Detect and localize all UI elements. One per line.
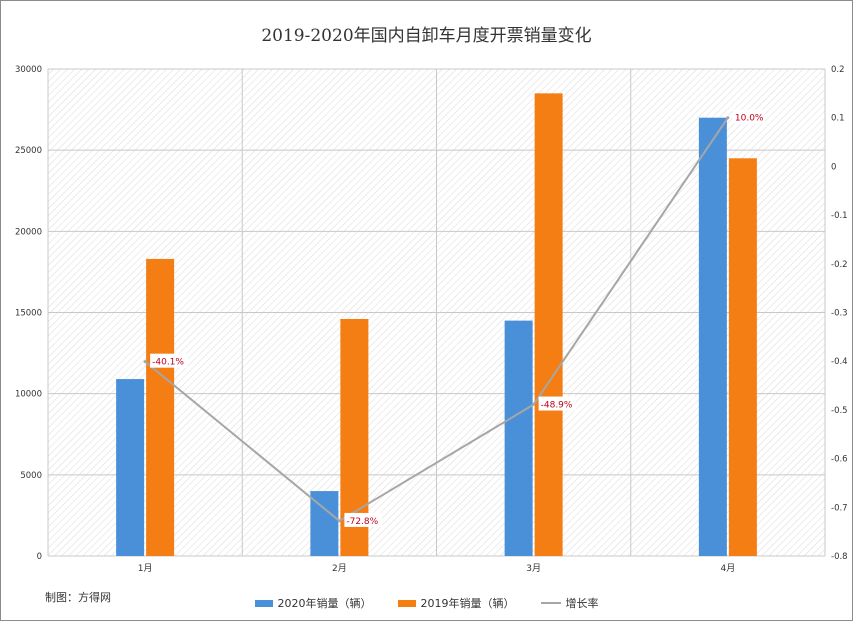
y-left-tick-label: 5000 [20,471,42,481]
y-right-tick-label: -0.6 [831,455,848,465]
legend-label-growth: 增长率 [565,597,599,610]
credit-note: 制图：方得网 [45,591,111,604]
bar-2020 [504,320,533,556]
legend-label-2020: 2020年销量（辆） [277,597,372,610]
data-label-text: -40.1% [152,358,184,368]
data-label: -48.9% [538,396,577,411]
x-tick-label: 2月 [332,563,347,574]
x-tick-label: 4月 [721,563,736,574]
legend-swatch-2020 [254,599,273,607]
y-left-tick-label: 20000 [15,227,42,237]
y-left-tick-label: 10000 [15,390,42,400]
bar-2019 [728,158,757,557]
chart-title: 2019-2020年国内自卸车月度开票销量变化 [261,26,592,46]
bar-2020 [116,379,145,556]
data-label: 10.0% [732,109,765,124]
y-right-tick-label: -0.4 [831,357,848,367]
data-label-text: -48.9% [541,401,573,411]
legend-label-2019: 2019年销量（辆） [420,597,515,610]
y-right-tick-label: -0.5 [831,406,848,416]
growth-line [144,117,729,523]
data-label-box [732,109,765,124]
data-label-text: 10.0% [735,114,764,124]
data-label-box [344,512,382,527]
bar-2019 [534,93,563,556]
legend-item-growth[interactable]: 增长率 [540,595,599,611]
bar-2020 [698,117,727,556]
bar-2019 [146,258,175,556]
data-label-text: -72.8% [346,517,378,527]
legend-item-2019[interactable]: 2019年销量（辆） [397,595,515,611]
growth-point [143,360,147,364]
y-left-tick-label: 0 [37,552,42,562]
growth-point [726,116,730,120]
y-right-tick-label: 0.2 [831,65,845,75]
y-left-tick-label: 25000 [15,146,42,156]
y-right-tick-label: -0.1 [831,211,848,221]
growth-point [532,403,536,407]
y-right-tick-label: -0.3 [831,309,848,319]
y-left-tick-label: 15000 [15,309,42,319]
x-tick-label: 3月 [526,563,541,574]
legend-swatch-2019 [397,599,416,607]
data-label-box [150,353,188,368]
legend-item-2020[interactable]: 2020年销量（辆） [254,595,372,611]
data-label-box [538,396,577,411]
data-label: -40.1% [150,353,188,368]
y-left-tick-label: 30000 [15,65,42,75]
y-right-tick-label: -0.7 [831,503,848,513]
x-tick-label: 1月 [138,563,153,574]
y-right-tick-label: 0.1 [831,114,845,124]
y-right-tick-label: -0.2 [831,260,848,270]
data-label: -72.8% [344,512,382,527]
y-right-tick-label: -0.8 [831,552,848,562]
y-right-tick-label: 0 [831,162,836,172]
legend: 2020年销量（辆） 2019年销量（辆） 增长率 [1,595,852,611]
growth-point [337,519,341,523]
legend-swatch-growth [540,602,561,604]
combo-chart: 0 5000 10000 15000 20000 25000 30000 -0.8 -0.7 -0… [15,65,848,574]
